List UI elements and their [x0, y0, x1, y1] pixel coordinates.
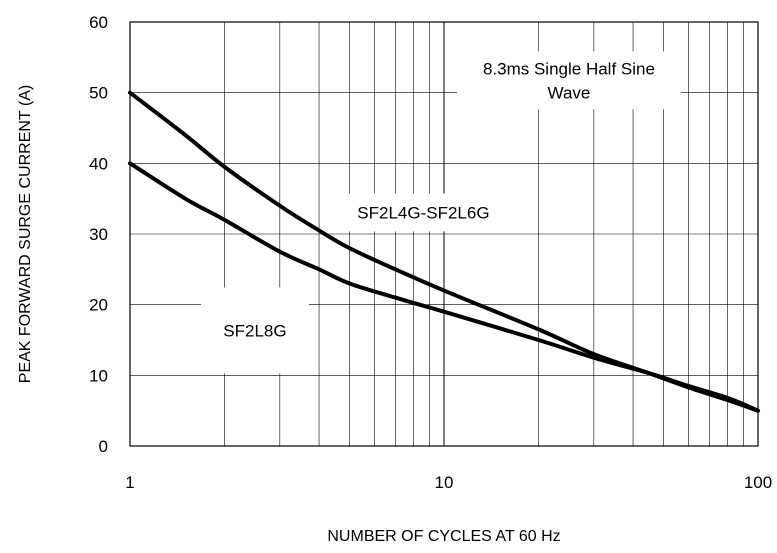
y-tick-label: 60: [89, 13, 108, 32]
annotation-mask: [326, 193, 521, 232]
x-tick-label: 10: [435, 473, 454, 492]
y-tick-label: 20: [89, 296, 108, 315]
x-tick-label: 100: [744, 473, 772, 492]
annotation-mask: [456, 75, 681, 110]
annotation-label: Wave: [548, 83, 591, 102]
annotation-mask: [200, 287, 309, 374]
plot-frame: [129, 21, 759, 447]
annotation-label: SF2L4G-SF2L6G: [357, 203, 489, 222]
x-tick-label: 1: [125, 473, 134, 492]
x-axis-label: NUMBER OF CYCLES AT 60 Hz: [327, 528, 560, 545]
y-tick-label: 0: [99, 437, 108, 456]
y-tick-label: 40: [89, 154, 108, 173]
y-tick-label: 30: [89, 225, 108, 244]
annotation-masks: [200, 51, 681, 374]
series-lines: [128, 90, 760, 413]
y-tick-label: 50: [89, 84, 108, 103]
series-line-2: [128, 161, 760, 413]
annotations: 8.3ms Single Half Sine Wave SF2L4G-SF2L6G S…: [223, 59, 655, 340]
annotation-label: 8.3ms Single Half Sine: [483, 59, 655, 78]
x-tick-labels: 1 10 100: [125, 473, 772, 492]
annotation-label: SF2L8G: [223, 321, 286, 340]
y-tick-label: 10: [89, 366, 108, 385]
y-tick-labels: 0 10 20 30 40 50 60: [89, 13, 108, 456]
y-axis-label: PEAK FORWARD SURGE CURRENT (A): [17, 85, 34, 383]
